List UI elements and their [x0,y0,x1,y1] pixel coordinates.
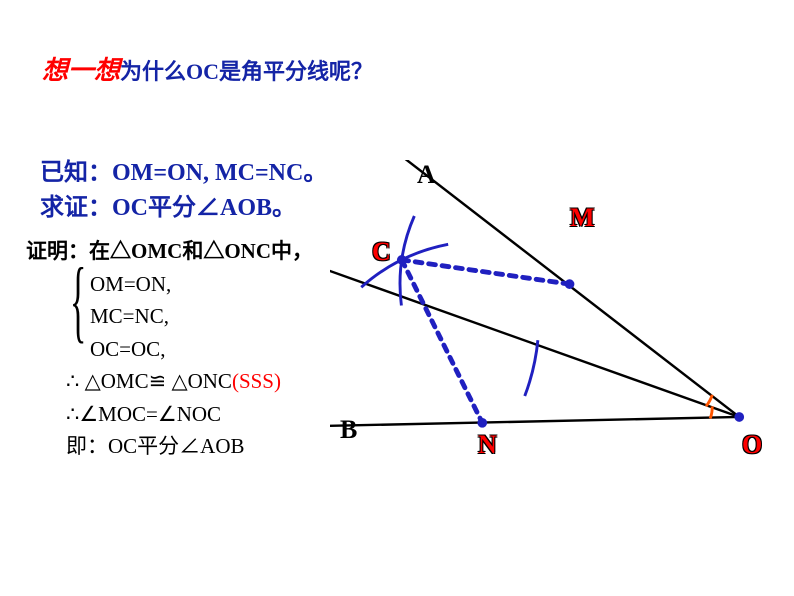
header-question: 为什么OC是角平分线呢？ [120,54,373,86]
header-row: 想一想 为什么OC是角平分线呢？ [42,50,373,87]
diagram-points [397,255,744,428]
given-line-2: 求证：OC平分∠AOB。 [40,191,327,226]
proof-congruent-text: ∴ △OMC≌ △ONC [66,369,232,393]
diagram-svg [330,160,780,480]
proof-angle-eq: ∴∠MOC=∠NOC [26,398,313,431]
label-A: A [417,160,436,190]
proof-conclusion: 即：OC平分∠AOB [26,430,313,463]
bracket-group: { OM=ON, MC=NC, OC=OC, [26,268,313,366]
given-block: 已知：OM=ON, MC=NC。 求证：OC平分∠AOB。 [40,156,327,226]
label-B: B [340,415,357,445]
diagram-lines [330,160,739,426]
bracket-icon: { [70,259,86,342]
proof-block: 证明：在△OMC和△ONC中， { OM=ON, MC=NC, OC=OC, ∴… [26,235,313,463]
label-N: N [478,430,497,460]
geometry-diagram: A M C B N O [330,160,780,480]
proof-congruent-reason: (SSS) [232,369,281,393]
header-highlight: 想一想 [42,50,120,87]
label-M: M [570,203,595,233]
given-line-1: 已知：OM=ON, MC=NC。 [40,156,327,191]
label-O: O [742,430,762,460]
proof-congruent: ∴ △OMC≌ △ONC(SSS) [26,365,313,398]
label-C: C [372,237,391,267]
